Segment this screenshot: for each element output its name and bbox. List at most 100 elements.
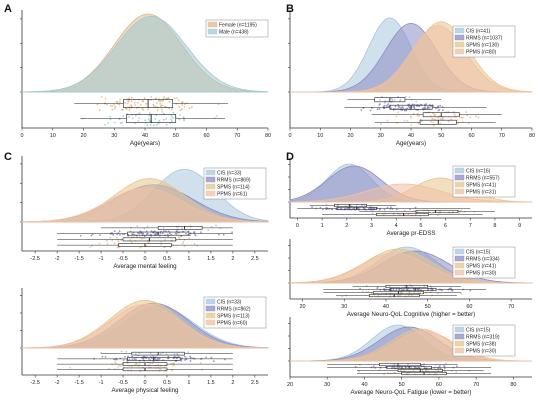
data-point-rrms	[104, 356, 107, 358]
data-point-female	[178, 105, 181, 108]
data-point-female	[139, 104, 142, 106]
data-point-ppms	[410, 124, 413, 126]
data-point-male	[118, 118, 121, 121]
data-point-cis	[135, 353, 137, 356]
legend-label-cis: CIS (n=33)	[217, 300, 242, 306]
legend-label-male: Male (n=438)	[219, 30, 249, 36]
data-point-rrms	[409, 208, 411, 211]
data-point-ppms	[377, 295, 380, 297]
data-point-spms	[409, 115, 412, 118]
panel-b: 0 10 20 30 40 50 60 70 80 Age(years) CIS (n=41)RRM…	[286, 3, 535, 147]
data-point-rrms	[443, 365, 446, 368]
data-point-spms	[117, 240, 120, 243]
data-point-ppms	[456, 119, 459, 121]
data-point-spms	[453, 113, 456, 115]
data-point-ppms	[458, 212, 461, 215]
data-point-cis	[165, 353, 168, 355]
data-point-female	[125, 107, 128, 110]
x-tick-label: 0.5	[163, 256, 171, 262]
data-point-cis	[383, 101, 386, 104]
data-point-rrms	[383, 208, 386, 211]
data-point-cis	[173, 353, 176, 356]
data-point-rrms	[414, 206, 417, 209]
data-point-rrms	[122, 359, 125, 361]
data-point-ppms	[371, 212, 374, 215]
x-tick-label: 40	[383, 304, 389, 310]
data-point-spms	[116, 236, 118, 239]
data-point-spms	[129, 239, 131, 242]
data-point-cis	[143, 227, 146, 230]
data-point-spms	[188, 237, 191, 240]
legend-label-ppms: PPMS (n=80)	[466, 50, 496, 56]
data-point-male	[215, 115, 218, 117]
data-point-rrms	[200, 231, 202, 234]
x-tick-label: 7	[469, 223, 472, 229]
data-point-spms	[460, 292, 462, 295]
x-tick-label: 2.5	[251, 380, 259, 386]
data-point-ppms	[439, 122, 442, 125]
data-point-female	[124, 102, 126, 104]
data-point-male	[179, 114, 182, 116]
x-tick-label: 1	[187, 380, 190, 386]
data-point-rrms	[353, 207, 356, 210]
panel-letter: B	[286, 3, 294, 15]
data-point-ppms	[432, 121, 435, 124]
data-point-male	[170, 118, 172, 120]
data-point-ppms	[455, 371, 458, 374]
data-point-female	[141, 107, 144, 110]
data-point-ppms	[69, 366, 72, 369]
x-tick-label: 60	[203, 133, 209, 139]
data-point-cis	[388, 285, 391, 287]
legend-label-cis: CIS (n=15)	[466, 250, 491, 256]
data-point-ppms	[116, 246, 119, 249]
data-point-male	[107, 122, 110, 124]
data-point-ppms	[117, 246, 120, 249]
data-point-female	[160, 99, 163, 102]
data-point-cis	[215, 224, 218, 227]
data-point-rrms	[180, 235, 183, 238]
data-point-rrms	[189, 355, 191, 358]
data-point-female	[153, 105, 156, 108]
x-tick-label: 70	[473, 382, 479, 388]
data-point-spms	[416, 210, 419, 213]
data-point-rrms	[469, 289, 472, 292]
data-point-cis	[384, 100, 386, 102]
x-tick-label: 20	[287, 382, 293, 388]
box-rrms	[389, 287, 437, 292]
data-point-male	[170, 119, 173, 122]
data-point-female	[111, 108, 114, 111]
data-point-ppms	[434, 372, 437, 375]
data-point-rrms	[168, 232, 171, 235]
data-point-ppms	[170, 369, 173, 372]
data-point-rrms	[159, 232, 162, 235]
data-point-rrms	[156, 357, 159, 360]
x-axis-label: Age(years)	[396, 140, 426, 147]
legend-swatch-rrms	[454, 333, 465, 340]
data-point-female	[96, 103, 99, 106]
legend-label-spms: SPMS (n=41)	[466, 264, 496, 270]
legend-label-spms: SPMS (n=114)	[217, 185, 250, 191]
data-point-ppms	[457, 122, 460, 125]
density-ppms	[289, 183, 533, 203]
x-tick-label: 5	[419, 223, 422, 229]
legend-label-ppms: PPMS (n=30)	[466, 271, 496, 277]
data-point-rrms	[378, 208, 381, 211]
x-tick-label: 4	[395, 223, 398, 229]
data-point-rrms	[79, 234, 82, 237]
data-point-rrms	[222, 234, 225, 236]
data-point-rrms	[412, 288, 415, 290]
data-point-male	[165, 123, 168, 126]
data-point-rrms	[418, 105, 420, 108]
data-point-rrms	[382, 105, 385, 108]
legend-swatch-spms	[454, 340, 465, 347]
data-point-spms	[109, 236, 112, 239]
legend-swatch-spms	[205, 183, 216, 190]
data-point-rrms	[231, 231, 234, 234]
data-point-rrms	[395, 108, 397, 110]
data-point-rrms	[153, 357, 156, 360]
data-point-female	[137, 101, 139, 104]
data-point-rrms	[390, 107, 393, 109]
data-point-female	[173, 97, 176, 99]
legend-label-rrms: RRMS (n=557)	[466, 176, 500, 182]
legend-swatch-ppms	[454, 188, 465, 195]
